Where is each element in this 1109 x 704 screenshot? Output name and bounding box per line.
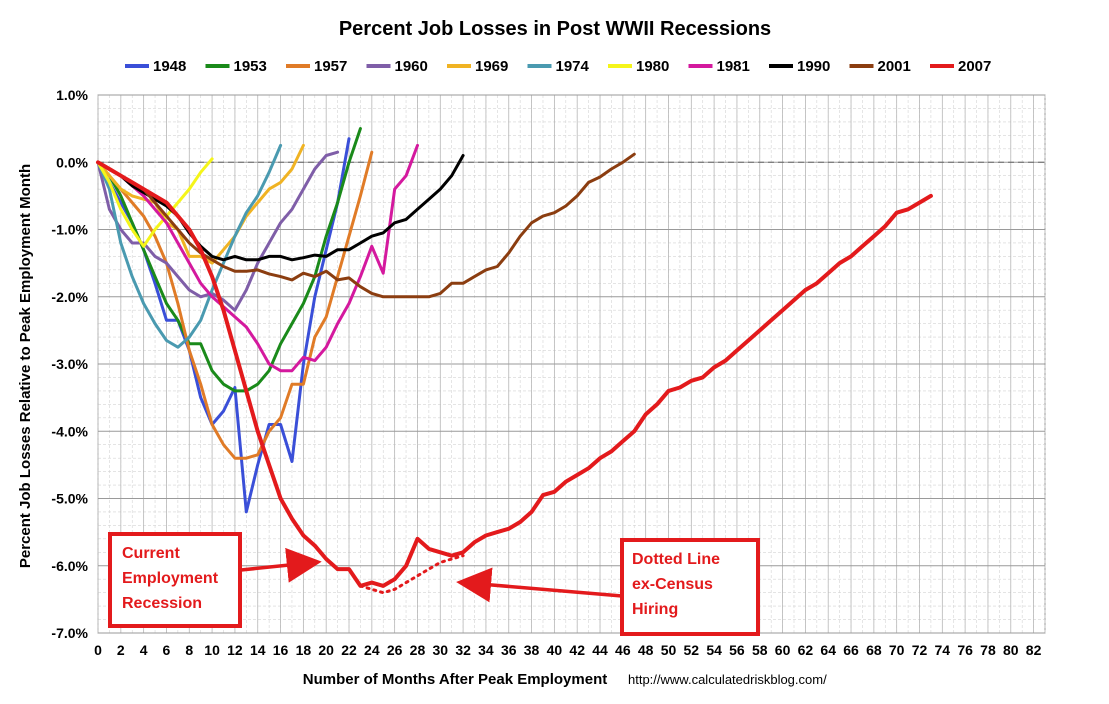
x-tick-label: 64: [820, 642, 836, 658]
x-tick-label: 68: [866, 642, 882, 658]
series-line-1990: [96, 154, 465, 262]
x-tick-label: 18: [296, 642, 312, 658]
legend-label-1981: 1981: [717, 58, 750, 75]
y-tick-label: 1.0%: [56, 87, 88, 103]
x-tick-label: 34: [478, 642, 494, 658]
x-axis-label: Number of Months After Peak Employment: [303, 671, 607, 688]
x-tick-label: 60: [775, 642, 791, 658]
legend-label-1974: 1974: [556, 58, 590, 75]
y-tick-label: -1.0%: [51, 222, 88, 238]
x-tick-label: 22: [341, 642, 357, 658]
y-tick-label: -2.0%: [51, 289, 88, 305]
x-tick-label: 0: [94, 642, 102, 658]
y-axis-label: Percent Job Losses Relative to Peak Empl…: [17, 164, 34, 568]
y-tick-label: -7.0%: [51, 625, 88, 641]
series-line-1957: [96, 150, 374, 460]
annotation-arrow: [456, 567, 623, 603]
x-tick-label: 46: [615, 642, 631, 658]
x-tick-label: 8: [185, 642, 193, 658]
x-tick-label: 12: [227, 642, 243, 658]
y-tick-label: 0.0%: [56, 154, 88, 170]
legend-label-1948: 1948: [153, 58, 186, 75]
series-line-2007: [96, 160, 933, 588]
series-line-1981: [96, 143, 419, 373]
x-tick-label: 58: [752, 642, 768, 658]
x-tick-label: 20: [318, 642, 334, 658]
y-axis-ticks: 1.0% 0.0% -1.0% -2.0% -3.0% -4.0% -5.0% -6.0% -7…: [51, 87, 88, 641]
x-tick-label: 4: [140, 642, 148, 658]
x-tick-label: 14: [250, 642, 266, 658]
y-tick-label: -5.0%: [51, 491, 88, 507]
series-line-1980: [96, 157, 214, 248]
annotation-arrow: [240, 547, 322, 583]
annotation-box: [620, 538, 760, 636]
legend-label-1953: 1953: [234, 58, 267, 75]
x-tick-label: 10: [204, 642, 220, 658]
series-line-2007-ex-Census: [358, 554, 465, 595]
x-tick-label: 42: [569, 642, 585, 658]
x-tick-label: 32: [455, 642, 471, 658]
x-tick-label: 70: [889, 642, 905, 658]
x-tick-label: 78: [980, 642, 996, 658]
y-tick-label: -4.0%: [51, 423, 88, 439]
annotation-box: [108, 532, 242, 628]
x-tick-label: 74: [935, 642, 951, 658]
x-tick-label: 2: [117, 642, 125, 658]
x-tick-label: 36: [501, 642, 517, 658]
x-tick-label: 50: [661, 642, 677, 658]
x-tick-label: 80: [1003, 642, 1019, 658]
x-tick-label: 38: [524, 642, 540, 658]
x-tick-label: 40: [547, 642, 563, 658]
legend-label-1957: 1957: [314, 58, 347, 75]
legend-label-1980: 1980: [636, 58, 669, 75]
x-tick-label: 28: [410, 642, 426, 658]
x-tick-label: 24: [364, 642, 380, 658]
chart-title: Percent Job Losses in Post WWII Recessio…: [339, 18, 771, 40]
annotation-text: Recession: [122, 595, 202, 612]
series-line-2001: [96, 152, 636, 299]
annotation-text: Hiring: [632, 601, 678, 618]
legend-label-1969: 1969: [475, 58, 508, 75]
x-tick-label: 48: [638, 642, 654, 658]
legend-label-1960: 1960: [395, 58, 428, 75]
x-tick-label: 54: [706, 642, 722, 658]
y-tick-label: -3.0%: [51, 356, 88, 372]
x-tick-label: 16: [273, 642, 289, 658]
legend-label-1990: 1990: [797, 58, 830, 75]
series-line-1969: [96, 143, 305, 265]
x-tick-label: 56: [729, 642, 745, 658]
x-axis-ticks: 0 2 4 6 8 10 12 14 16 18 20 22 24 26 28 30 32 34 36 38 40 42 4…: [94, 642, 1041, 658]
x-tick-label: 66: [843, 642, 859, 658]
annotation-text: Current: [122, 545, 180, 562]
legend-label-2007: 2007: [958, 58, 991, 75]
annotation-text: Dotted Line: [632, 551, 720, 568]
annotation-text: ex-Census: [632, 576, 713, 593]
x-tick-label: 30: [433, 642, 449, 658]
legend: 1948 1953 1957 1960 1969 1974 1980 1981 1990 2001…: [125, 58, 991, 75]
x-tick-label: 26: [387, 642, 403, 658]
annotations: Current Employment Recession Dotted Line ex-…: [108, 532, 760, 636]
x-tick-label: 76: [957, 642, 973, 658]
y-tick-label: -6.0%: [51, 558, 88, 574]
x-tick-label: 44: [592, 642, 608, 658]
x-tick-label: 62: [798, 642, 814, 658]
series-line-1974: [96, 143, 283, 349]
legend-label-2001: 2001: [878, 58, 911, 75]
x-tick-label: 52: [684, 642, 700, 658]
x-tick-label: 82: [1026, 642, 1042, 658]
x-tick-label: 72: [912, 642, 928, 658]
source-url: http://www.calculatedriskblog.com/: [628, 672, 827, 687]
x-tick-label: 6: [163, 642, 171, 658]
series-layer: [96, 127, 933, 595]
annotation-text: Employment: [122, 570, 219, 587]
